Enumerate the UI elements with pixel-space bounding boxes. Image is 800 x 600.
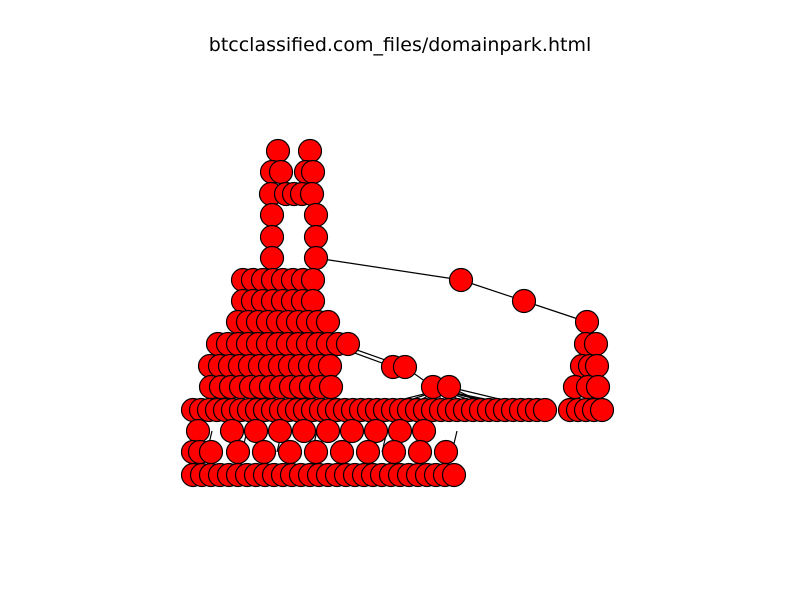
graph-edge <box>315 257 462 281</box>
graph-node <box>225 439 251 465</box>
graph-node <box>303 439 329 465</box>
graph-node <box>219 418 245 444</box>
graph-node <box>300 267 326 293</box>
graph-node <box>589 397 615 423</box>
graph-node <box>583 331 609 357</box>
graph-node <box>300 159 326 185</box>
graph-node <box>436 374 462 400</box>
graph-node <box>300 288 326 314</box>
graph-node <box>318 374 344 400</box>
graph-node <box>303 245 329 271</box>
graph-node <box>317 353 343 379</box>
node-layer <box>180 138 615 488</box>
graph-node <box>291 418 317 444</box>
graph-node <box>574 309 600 335</box>
graph-node <box>381 439 407 465</box>
graph-node <box>315 309 341 335</box>
graph-node <box>363 418 389 444</box>
graph-node <box>243 418 269 444</box>
graph-node <box>268 159 294 185</box>
graph-node <box>198 439 224 465</box>
graph-node <box>441 462 467 488</box>
graph-node <box>511 288 537 314</box>
graph-node <box>584 353 610 379</box>
graph-node <box>303 224 329 250</box>
graph-node <box>259 224 285 250</box>
graph-node <box>355 439 381 465</box>
graph-node <box>411 418 437 444</box>
graph-title: btcclassified.com_files/domainpark.html <box>208 34 592 56</box>
graph-node <box>392 354 418 380</box>
graph-node <box>315 418 341 444</box>
graph-node <box>277 439 303 465</box>
graph-node <box>185 418 211 444</box>
graph-node <box>251 439 277 465</box>
graph-node <box>433 439 459 465</box>
graph-node <box>387 418 413 444</box>
graph-node <box>259 202 285 228</box>
graph-node <box>329 439 355 465</box>
graph-node <box>335 331 361 357</box>
graph-node <box>339 418 365 444</box>
graph-node <box>585 374 611 400</box>
graph-node <box>448 267 474 293</box>
graph-node <box>299 181 325 207</box>
graph-node <box>259 245 285 271</box>
graph-node <box>532 397 558 423</box>
graph-node <box>265 138 291 164</box>
graph-node <box>303 202 329 228</box>
graph-node <box>267 418 293 444</box>
graph-node <box>407 439 433 465</box>
graph-node <box>297 138 323 164</box>
